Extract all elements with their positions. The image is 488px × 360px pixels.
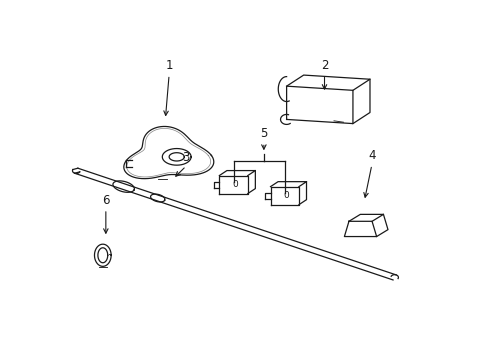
Text: 3: 3	[182, 151, 189, 164]
Text: 4: 4	[367, 149, 375, 162]
Text: 2: 2	[320, 59, 327, 72]
Text: 5: 5	[260, 127, 267, 140]
Text: 6: 6	[102, 194, 109, 207]
Text: 0: 0	[232, 180, 238, 189]
Text: 1: 1	[165, 59, 173, 72]
Text: 0: 0	[283, 191, 289, 200]
